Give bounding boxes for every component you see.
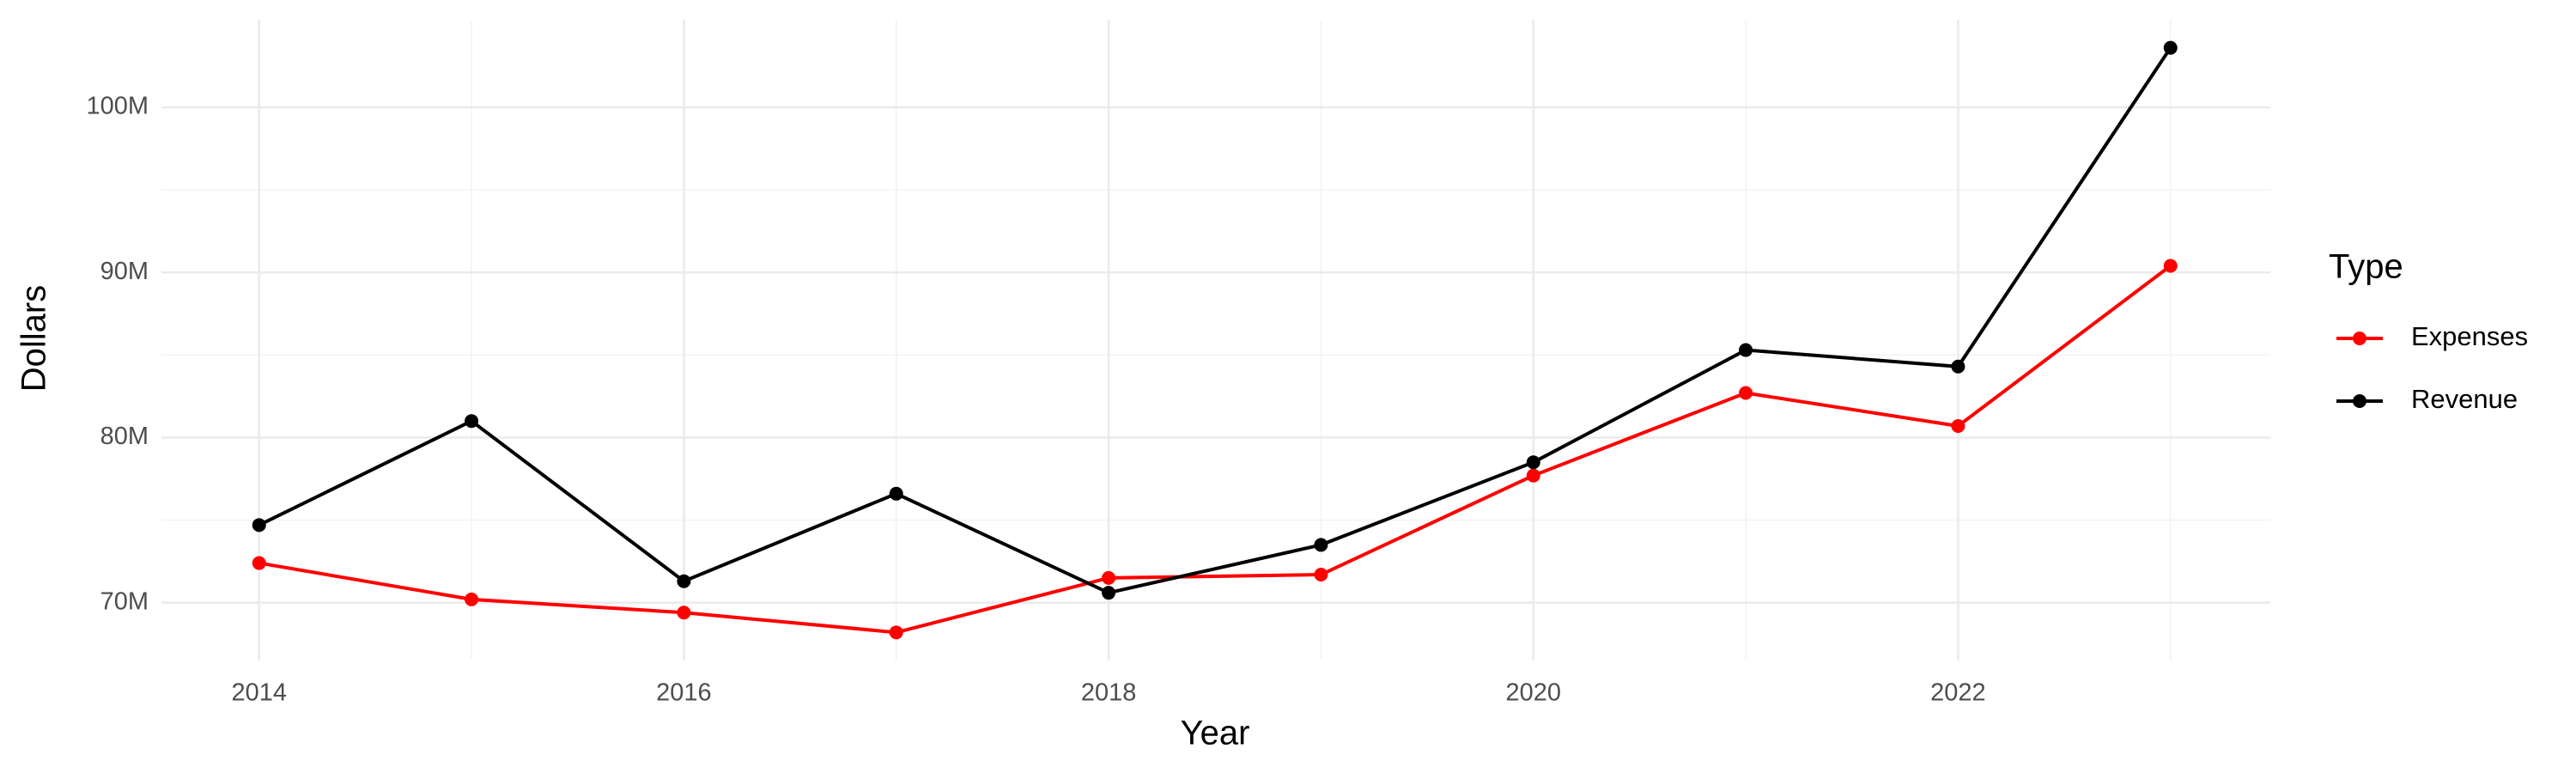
x-tick-label: 2018 [1081,679,1137,707]
data-point [889,625,903,640]
data-point [465,592,479,606]
x-tick-label: 2014 [232,679,288,707]
data-point [252,518,266,533]
data-point [1314,568,1328,582]
data-point [1951,359,1965,374]
y-axis-title: Dollars [15,285,53,392]
x-tick-label: 2016 [656,679,712,707]
legend-key-point [2353,332,2366,345]
data-point [1739,343,1753,357]
x-tick-label: 2022 [1930,679,1986,707]
series-line [258,46,2172,595]
data-point [1102,570,1116,585]
legend-label: Revenue [2411,384,2518,414]
data-point [2163,40,2178,55]
y-tick-label: 80M [100,423,149,450]
y-tick-label: 70M [100,587,149,615]
legend-label: Expenses [2411,321,2528,351]
data-point [2163,259,2178,273]
data-point [889,486,903,501]
legend-key-point [2353,394,2366,408]
data-point [1314,538,1328,552]
data-point [252,556,266,570]
data-point [1739,386,1753,400]
data-point [1951,418,1965,433]
data-point [1102,586,1116,600]
data-point [1526,468,1540,483]
data-point [1526,455,1540,470]
series-line [258,264,2172,635]
x-tick-label: 2020 [1506,679,1562,707]
y-tick-label: 100M [86,93,149,120]
data-point [465,414,479,429]
legend-title: Type [2329,248,2403,286]
data-point [677,606,691,620]
y-tick-label: 90M [100,258,149,285]
x-axis-title: Year [1181,715,1250,752]
data-point [677,574,691,588]
